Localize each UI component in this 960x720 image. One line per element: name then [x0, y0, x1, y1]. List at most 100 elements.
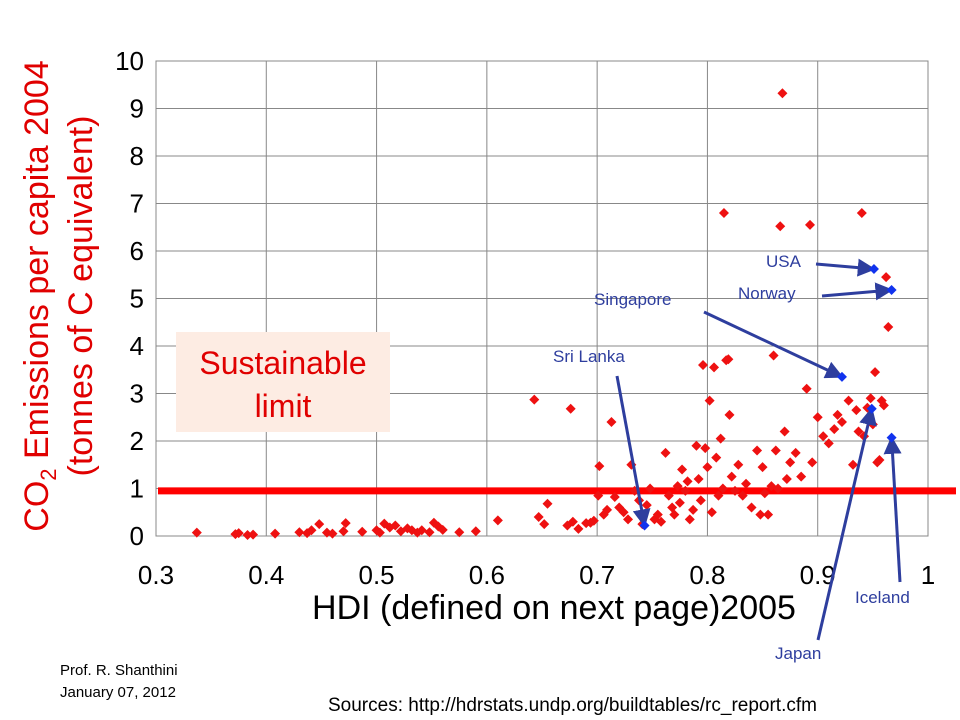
- data-point-62: [663, 490, 674, 501]
- data-point-33: [533, 512, 544, 522]
- highlight-point-2: [868, 264, 879, 275]
- data-point-129: [870, 367, 881, 378]
- data-point-19: [390, 520, 401, 531]
- data-point-16: [374, 527, 385, 538]
- annotation-sri-lanka: Sri Lanka: [553, 347, 625, 366]
- data-point-24: [416, 525, 427, 536]
- data-point-47: [606, 417, 617, 427]
- data-point-37: [565, 403, 576, 414]
- x-tick-label-0: 0.3: [138, 560, 174, 590]
- data-point-96: [755, 509, 766, 520]
- data-point-67: [677, 464, 688, 475]
- data-point-56: [641, 500, 652, 511]
- data-point-9: [314, 519, 325, 530]
- y-tick-label-10: 10: [115, 46, 144, 76]
- data-point-84: [717, 483, 728, 494]
- data-point-32: [529, 394, 540, 405]
- y-tick-label-1: 1: [130, 474, 144, 504]
- y-tick-label-3: 3: [130, 379, 144, 409]
- data-point-8: [306, 525, 317, 536]
- highlight-point-4: [866, 403, 877, 414]
- data-point-66: [674, 497, 685, 508]
- data-point-29: [454, 527, 465, 538]
- data-point-13: [340, 518, 351, 529]
- data-point-83: [715, 433, 726, 444]
- annotation-usa: USA: [766, 252, 802, 271]
- data-point-51: [623, 514, 634, 525]
- annotation-norway: Norway: [738, 284, 796, 303]
- y-tick-label-7: 7: [130, 189, 144, 219]
- data-point-87: [723, 354, 734, 365]
- data-point-39: [573, 523, 584, 534]
- data-point-98: [759, 488, 770, 499]
- data-point-116: [823, 438, 834, 449]
- data-point-134: [881, 272, 892, 283]
- data-point-114: [812, 412, 823, 423]
- data-point-30: [470, 526, 481, 537]
- data-point-50: [618, 507, 629, 518]
- x-axis-label: HDI (defined on next page)2005: [312, 589, 796, 627]
- annotation-iceland: Iceland: [855, 588, 910, 607]
- x-tick-label-5: 0.8: [689, 560, 725, 590]
- data-point-60: [656, 516, 667, 527]
- data-point-92: [737, 490, 748, 501]
- annotation-arrow-1: [703, 310, 844, 379]
- data-point-93: [741, 478, 752, 489]
- data-points: [191, 88, 894, 541]
- data-point-109: [790, 447, 801, 458]
- data-point-46: [602, 504, 613, 515]
- y-axis-label-suffix: Emissions per capita 2004: [18, 60, 56, 468]
- x-tick-label-7: 1: [921, 560, 935, 590]
- y-axis-label-prefix: CO: [18, 481, 56, 532]
- data-point-119: [836, 417, 847, 427]
- data-point-124: [856, 208, 867, 218]
- data-point-118: [832, 409, 843, 420]
- data-point-88: [724, 409, 735, 420]
- data-point-79: [706, 507, 717, 518]
- data-point-131: [874, 455, 885, 465]
- data-point-94: [746, 502, 757, 513]
- footer-author: Prof. R. Shanthini: [60, 662, 178, 679]
- data-point-113: [807, 457, 818, 468]
- x-tick-label-2: 0.5: [358, 560, 394, 590]
- annotation-japan: Japan: [775, 644, 821, 663]
- y-tick-label-8: 8: [130, 141, 144, 171]
- y-tick-label-9: 9: [130, 94, 144, 124]
- data-point-133: [878, 400, 889, 411]
- plot-frame: [155, 60, 929, 537]
- data-point-99: [763, 509, 774, 520]
- annotation-singapore: Singapore: [594, 290, 672, 309]
- data-point-64: [669, 509, 680, 520]
- x-tick-label-4: 0.7: [579, 560, 615, 590]
- data-point-73: [693, 474, 704, 484]
- highlighted-points: [639, 264, 897, 531]
- data-point-91: [733, 459, 744, 470]
- highlight-point-1: [836, 371, 847, 382]
- data-point-95: [752, 445, 763, 456]
- data-point-38: [567, 516, 578, 527]
- y-tick-label-0: 0: [130, 521, 144, 551]
- x-tick-labels: 0.3 0.4 0.5 0.6 0.7 0.8 0.9 1: [138, 560, 935, 590]
- data-point-78: [704, 395, 715, 406]
- data-point-111: [801, 383, 812, 394]
- data-point-72: [691, 440, 702, 451]
- data-point-108: [785, 457, 796, 468]
- highlight-point-0: [639, 520, 650, 531]
- data-point-89: [726, 471, 737, 482]
- data-point-97: [757, 462, 768, 473]
- data-point-107: [781, 474, 792, 484]
- data-point-115: [818, 431, 829, 442]
- data-point-31: [492, 515, 503, 526]
- data-point-76: [700, 443, 711, 454]
- data-point-4: [248, 529, 259, 540]
- data-point-121: [848, 459, 859, 470]
- data-point-135: [883, 322, 894, 332]
- data-point-110: [796, 471, 807, 482]
- data-point-43: [593, 490, 604, 501]
- data-point-123: [853, 426, 864, 437]
- annotation-arrow-2: [815, 258, 876, 277]
- x-tick-label-1: 0.4: [248, 560, 284, 590]
- data-point-106: [779, 426, 790, 437]
- data-point-6: [294, 527, 305, 538]
- y-axis-label-subscript: 2: [36, 468, 61, 480]
